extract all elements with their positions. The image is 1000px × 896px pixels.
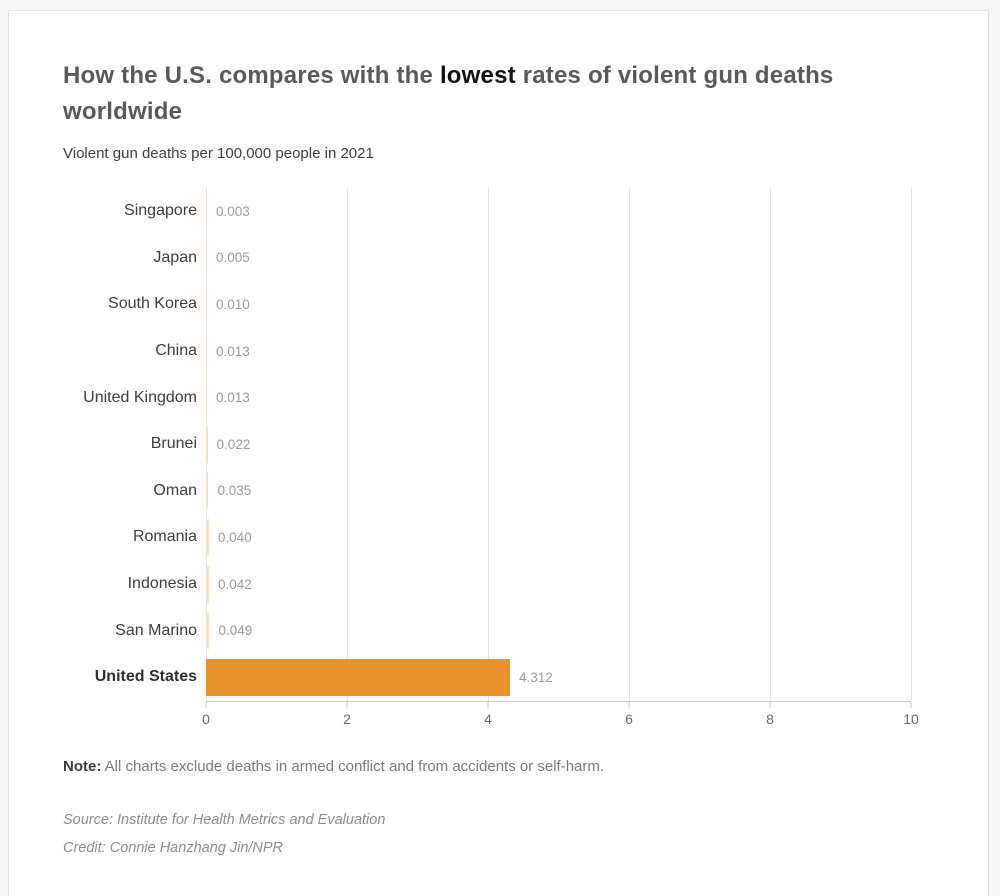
category-label: Indonesia bbox=[127, 575, 197, 593]
value-label: 0.042 bbox=[217, 576, 252, 592]
axis-tick-label: 4 bbox=[484, 710, 492, 727]
bar bbox=[206, 612, 210, 650]
axis-tick-label: 6 bbox=[625, 710, 633, 727]
bar bbox=[206, 658, 510, 696]
bar-row: United Kingdom 0.013 bbox=[63, 374, 923, 421]
chart-card: How the U.S. compares with the lowest ra… bbox=[8, 10, 989, 896]
credit-line: Credit: Connie Hanzhang Jin/NPR bbox=[63, 839, 284, 856]
bar-rows: Singapore 0.003 Japan 0.005 South Korea 0.010… bbox=[63, 188, 923, 701]
axis-tick-label: 10 bbox=[903, 710, 919, 727]
category-label: Romania bbox=[132, 528, 197, 546]
value-label: 0.005 bbox=[216, 250, 250, 266]
category-label: San Marino bbox=[115, 621, 197, 639]
value-label: 0.049 bbox=[218, 623, 253, 639]
chart-title-segment: How the U.S. compares with the bbox=[63, 62, 440, 89]
bar-row: Oman 0.035 bbox=[63, 468, 923, 515]
bar bbox=[206, 285, 207, 323]
gridline bbox=[910, 188, 912, 701]
axis-tick-label: 0 bbox=[202, 710, 210, 727]
category-label: Japan bbox=[153, 248, 197, 266]
category-label: Singapore bbox=[124, 202, 197, 220]
gridline bbox=[487, 188, 489, 701]
gridline bbox=[628, 188, 630, 701]
axis-tick-label: 2 bbox=[343, 710, 351, 727]
gridline bbox=[769, 188, 771, 701]
category-label: Brunei bbox=[150, 435, 197, 453]
bar bbox=[206, 379, 207, 417]
axis-tick bbox=[628, 701, 630, 708]
category-label: United Kingdom bbox=[83, 388, 197, 406]
value-label: 0.013 bbox=[216, 343, 250, 359]
axis-tick bbox=[346, 701, 348, 708]
bar bbox=[206, 332, 207, 370]
source-line: Source: Institute for Health Metrics and… bbox=[63, 811, 386, 828]
category-label: Oman bbox=[153, 481, 197, 499]
note-label: Note: bbox=[63, 757, 102, 775]
chart-title-emphasis: lowest bbox=[439, 62, 516, 89]
bar bbox=[206, 518, 209, 556]
value-label: 0.040 bbox=[217, 529, 252, 545]
chart-footer: Note: All charts exclude deaths in armed… bbox=[63, 756, 863, 862]
note-text: All charts exclude deaths in armed confl… bbox=[101, 757, 605, 775]
bar-row: South Korea 0.010 bbox=[63, 281, 923, 328]
bar bbox=[206, 192, 207, 230]
bar bbox=[206, 565, 209, 603]
bar-row: China 0.013 bbox=[63, 328, 923, 375]
bar-row: San Marino 0.049 bbox=[63, 607, 923, 654]
axis-tick bbox=[769, 701, 771, 708]
chart-content: How the U.S. compares with the lowest ra… bbox=[9, 11, 988, 862]
value-label: 0.013 bbox=[216, 390, 250, 406]
category-label: South Korea bbox=[108, 295, 197, 313]
value-label: 0.022 bbox=[216, 436, 251, 452]
axis-tick bbox=[205, 701, 207, 708]
value-label: 0.035 bbox=[217, 483, 252, 499]
x-axis: 0 2 4 6 8 10 bbox=[202, 700, 919, 735]
value-label: 0.010 bbox=[216, 296, 250, 312]
bar-row: Brunei 0.022 bbox=[63, 421, 923, 468]
bar-row: United States 4.312 bbox=[63, 654, 923, 701]
gridline bbox=[346, 188, 348, 701]
value-label: 0.003 bbox=[216, 203, 250, 219]
bar-row: Singapore 0.003 bbox=[63, 188, 923, 235]
chart-note: Note: All charts exclude deaths in armed… bbox=[63, 756, 863, 777]
value-label: 4.312 bbox=[518, 669, 553, 685]
bar-row: Japan 0.005 bbox=[63, 235, 923, 282]
chart-subtitle: Violent gun deaths per 100,000 people in… bbox=[63, 145, 374, 162]
category-label: United States bbox=[94, 668, 197, 686]
bar bbox=[206, 472, 209, 510]
axis-tick bbox=[910, 701, 912, 708]
bar-row: Indonesia 0.042 bbox=[63, 561, 923, 608]
bar bbox=[206, 425, 208, 463]
axis-tick-label: 8 bbox=[766, 710, 774, 727]
bar bbox=[206, 239, 207, 277]
chart-title: How the U.S. compares with the lowest ra… bbox=[63, 58, 853, 130]
axis-tick bbox=[487, 701, 489, 708]
bar-chart: Singapore 0.003 Japan 0.005 South Korea 0.010… bbox=[63, 188, 923, 735]
bar-row: Romania 0.040 bbox=[63, 514, 923, 561]
source-block: Source: Institute for Health Metrics and… bbox=[63, 806, 863, 862]
chart-title-segment: rates of violent gun deaths worldwide bbox=[63, 62, 834, 125]
category-label: China bbox=[155, 342, 197, 360]
